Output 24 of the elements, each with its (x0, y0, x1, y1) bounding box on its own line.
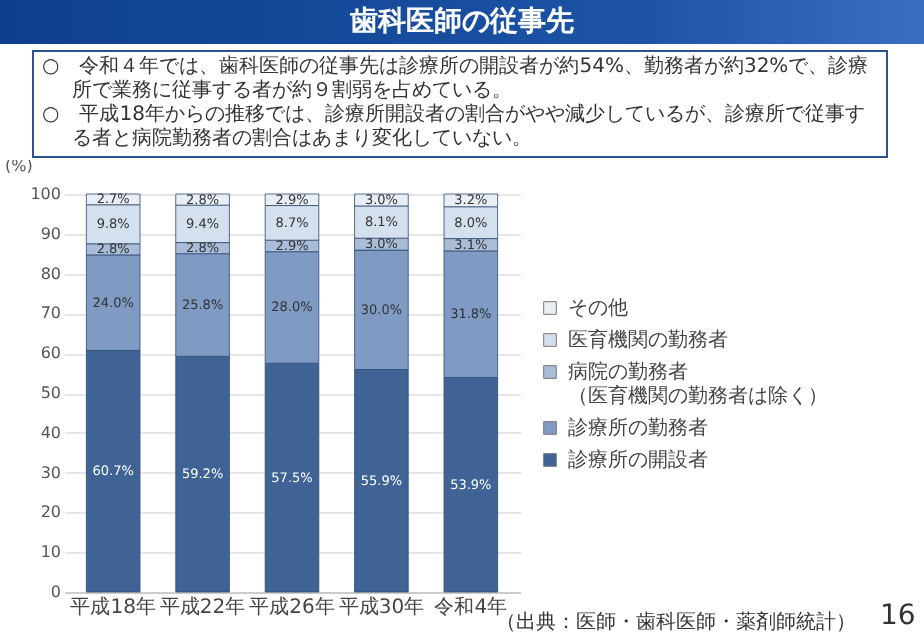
y-tick-label: 30 (40, 463, 61, 482)
y-tick-label: 60 (40, 344, 61, 363)
legend-label: 病院の勤務者（医育機関の勤務者は除く） (568, 360, 828, 408)
legend-label: その他 (568, 296, 628, 320)
x-tick-label: 平成18年 (70, 595, 156, 619)
y-tick-label: 0 (50, 583, 61, 601)
text: ○ 令和４年では、歯科医師の従事先は診療所の開設者が約54%、勤務者が約32%で、診療所で業務に従事する者が約９割弱を占めている。 (42, 56, 871, 103)
y-tick-label: 80 (40, 264, 61, 283)
y-tick-label: 20 (40, 503, 61, 522)
x-tick-label: 平成22年 (159, 595, 246, 619)
y-tick-label: 10 (40, 543, 61, 562)
x-tick-label: 平成26年 (249, 595, 335, 619)
legend-label: 医育機関の勤務者 (568, 328, 728, 352)
chart-title: 歯科医師の従事先 (0, 0, 924, 44)
y-tick-label: 90 (40, 224, 61, 243)
y-tick-label: 70 (40, 304, 61, 323)
y-tick-label: 40 (40, 423, 61, 442)
legend-label: 診療所の勤務者 (568, 416, 708, 440)
y-tick-label: 50 (40, 384, 61, 402)
text: ○ 平成18年からの推移では、診療所開設者の割合がやや減少しているが、診療所で従事する者と病院勤務者の割合はあまり変化していない。 (42, 104, 867, 152)
text: 16 (880, 600, 916, 632)
legend-label: 診療所の開設者 (568, 448, 708, 472)
y-tick-label: 100 (30, 185, 61, 203)
x-tick-label: 平成30年 (338, 595, 425, 619)
